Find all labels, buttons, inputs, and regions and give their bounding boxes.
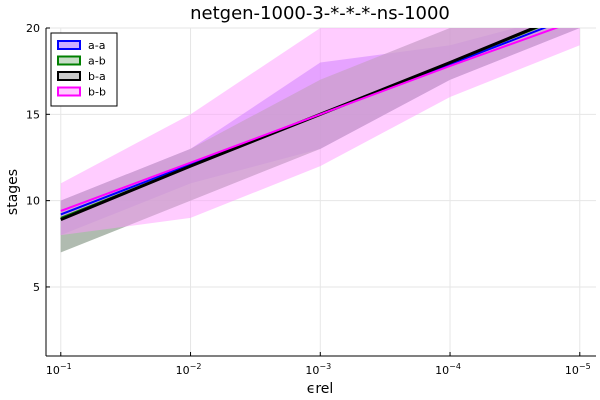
axes xyxy=(45,27,596,357)
y-tick-labels: 5 10 15 20 xyxy=(26,22,40,294)
x-tick-label: 10−1 xyxy=(46,362,72,377)
legend-label-b-b: b-b xyxy=(88,86,106,99)
y-axis-label: stages xyxy=(5,169,21,215)
y-tick-label: 10 xyxy=(26,195,40,208)
legend-swatch-b-a xyxy=(57,71,81,81)
y-tick-label: 20 xyxy=(26,22,40,35)
confidence-bands xyxy=(60,28,580,253)
band-b-b xyxy=(60,28,580,236)
line-b-b xyxy=(60,28,559,212)
x-axis-label: ϵrel xyxy=(307,381,334,397)
series-lines xyxy=(60,28,559,222)
legend-swatch-b-b xyxy=(57,86,81,97)
legend-swatch-a-a xyxy=(57,40,81,50)
chart-title: netgen-1000-3-*-*-*-ns-1000 xyxy=(190,3,450,24)
x-tick-labels: 10−1 10−2 10−3 10−4 10−5 xyxy=(46,362,591,377)
legend-label-a-b: a-b xyxy=(88,55,106,68)
x-tick-label: 10−4 xyxy=(435,362,461,377)
legend-label-a-a: a-a xyxy=(88,39,105,52)
y-tick-label: 15 xyxy=(26,108,40,121)
x-tick-label: 10−5 xyxy=(565,362,591,377)
y-tick-label: 5 xyxy=(33,281,40,294)
x-tick-label: 10−3 xyxy=(305,362,331,377)
x-tick-label: 10−2 xyxy=(176,362,202,377)
legend: a-a a-b b-a b-b xyxy=(50,32,118,107)
legend-label-b-a: b-a xyxy=(88,70,106,83)
legend-swatch-a-b xyxy=(57,55,81,66)
